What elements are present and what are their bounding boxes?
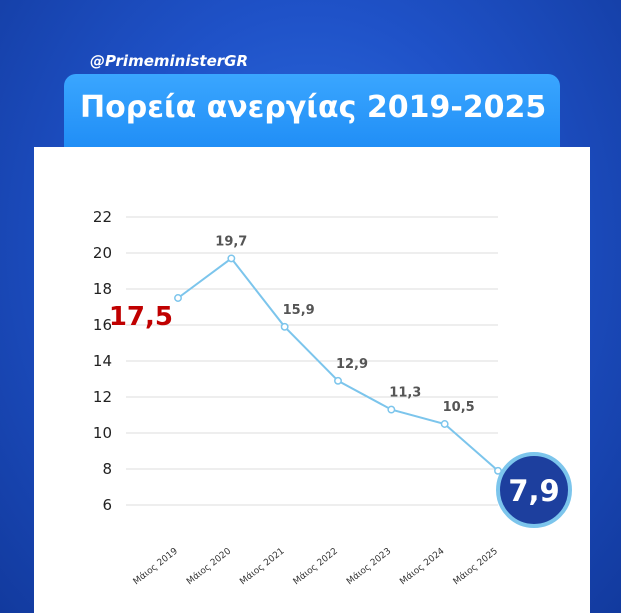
data-label: 11,3 [389,386,421,401]
data-points [174,254,502,475]
data-point [227,254,236,263]
x-tick-label: Μάιος 2022 [292,546,340,587]
y-tick-label: 10 [93,424,112,442]
data-point [334,376,342,385]
y-tick-label: 6 [102,496,112,514]
chart-card [34,147,590,613]
x-tick-label: Μάιος 2019 [132,546,180,587]
y-tick-label: 20 [93,244,112,262]
data-labels: 17,5 19,7 15,9 12,9 11,3 10,5 7,9 [109,234,572,528]
y-axis-ticks: 6 8 10 12 14 16 18 20 22 [93,208,112,514]
chart-title: Πορεία ανεργίας 2019-2025 [80,90,547,125]
grid-lines [126,216,498,506]
x-tick-label: Μάιος 2023 [345,546,393,587]
y-tick-label: 14 [93,352,112,370]
y-tick-label: 8 [102,460,112,478]
x-tick-label: Μάιος 2024 [398,546,446,587]
data-point [280,322,289,331]
y-tick-label: 12 [93,388,112,406]
data-label: 12,9 [336,357,368,372]
x-tick-label: Μάιος 2020 [185,546,233,587]
data-label: 19,7 [215,234,247,249]
x-axis-labels: Μάιος 2019 Μάιος 2020 Μάιος 2021 Μάιος 2022… [132,546,500,587]
y-tick-label: 22 [93,208,112,226]
data-point [387,405,396,414]
x-tick-label: Μάιος 2021 [238,546,286,587]
title-banner [64,74,560,154]
last-value-badge [496,452,572,528]
data-label: 10,5 [443,400,475,415]
y-tick-label: 18 [93,280,112,298]
x-tick-label: Μάιος 2025 [452,546,500,587]
data-label-last: 7,9 [508,474,559,508]
account-handle: @PrimeministerGR [90,52,248,70]
data-point [494,466,502,475]
data-label-first: 17,5 [109,302,173,332]
data-point [440,420,449,428]
data-label: 15,9 [283,303,315,318]
data-point [174,294,182,302]
y-tick-label: 16 [93,316,112,334]
